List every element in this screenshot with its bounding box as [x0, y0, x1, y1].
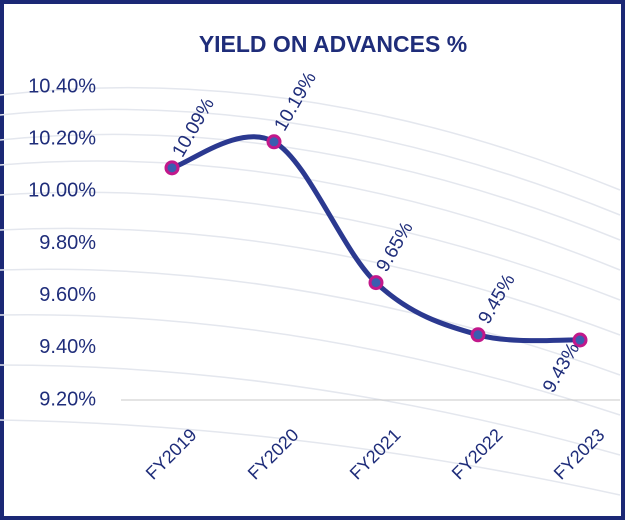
y-tick-label: 9.80% [39, 232, 96, 254]
data-point [572, 332, 588, 348]
y-tick-label: 9.20% [39, 388, 96, 410]
y-tick-label: 9.40% [39, 336, 96, 358]
data-point [266, 134, 282, 150]
data-line [169, 134, 583, 344]
chart-title: YIELD ON ADVANCES % [199, 31, 467, 57]
y-tick-label: 9.60% [39, 284, 96, 306]
background-pattern [0, 86, 621, 496]
y-tick-label: 10.40% [28, 75, 96, 97]
data-point [164, 160, 180, 176]
data-point [368, 275, 384, 291]
y-tick-label: 10.00% [28, 180, 96, 202]
data-point [470, 327, 486, 343]
y-tick-label: 10.20% [28, 127, 96, 149]
